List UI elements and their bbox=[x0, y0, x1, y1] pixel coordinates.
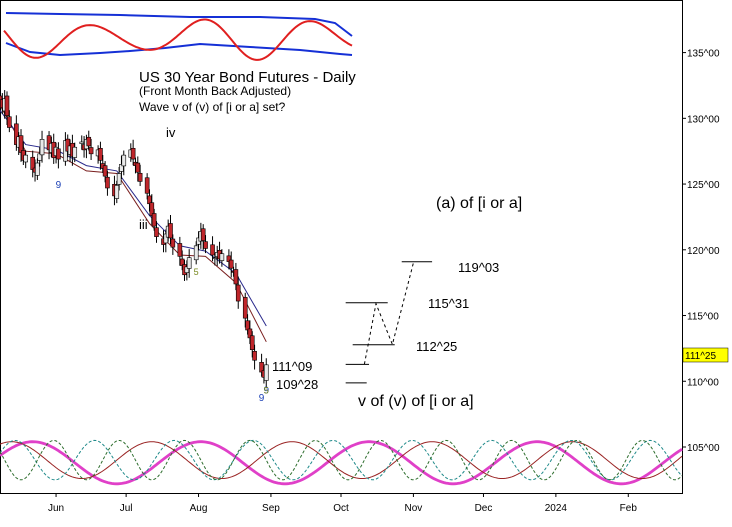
candle-body bbox=[98, 147, 103, 161]
target-levels bbox=[345, 261, 433, 384]
candle-body bbox=[177, 243, 183, 257]
candle-body bbox=[245, 320, 250, 331]
projection-path bbox=[363, 262, 414, 365]
candle-body bbox=[242, 297, 248, 319]
price-badge bbox=[682, 347, 729, 363]
upper-band-line bbox=[5, 12, 353, 37]
level-111-label: 111^09 bbox=[272, 359, 312, 374]
price-candles bbox=[0, 90, 269, 389]
candle-body bbox=[200, 228, 206, 241]
chart-subtitle: (Front Month Back Adjusted) bbox=[139, 84, 291, 98]
count-label: 5 bbox=[194, 267, 199, 277]
candle-body bbox=[114, 185, 120, 199]
level-119-label: 119^03 bbox=[458, 260, 499, 275]
candle-body bbox=[88, 147, 94, 155]
x-tick-label: Jun bbox=[48, 503, 64, 514]
level-115-label: 115^31 bbox=[428, 296, 469, 311]
count-label: 9 bbox=[56, 180, 62, 191]
wave-iv-label: iv bbox=[166, 125, 176, 140]
top-oscillator bbox=[3, 12, 353, 61]
count-label: 9 bbox=[259, 393, 265, 404]
candle-body bbox=[135, 162, 141, 173]
cycle-line bbox=[0, 440, 683, 486]
candle-body bbox=[105, 176, 110, 189]
cycle-line bbox=[0, 441, 683, 479]
candle-body bbox=[228, 259, 234, 269]
candle-body bbox=[212, 257, 218, 259]
candle-body bbox=[121, 154, 127, 167]
axis-ticks: 135^00 130^00 125^00 120^00 115^00 110^00 105^… bbox=[48, 49, 720, 514]
candle-body bbox=[219, 253, 225, 261]
x-tick-label: Aug bbox=[190, 503, 208, 514]
candle-body bbox=[168, 223, 173, 239]
candle-body bbox=[144, 177, 150, 194]
x-tick-label: Oct bbox=[333, 503, 349, 514]
y-tick-label: 110^00 bbox=[687, 377, 719, 388]
candle-body bbox=[137, 172, 143, 182]
candle-body bbox=[151, 213, 157, 227]
chart-question: Wave v of (v) of [i or a] set? bbox=[139, 100, 286, 114]
candle-body bbox=[79, 141, 85, 144]
x-tick-label: 2024 bbox=[545, 503, 568, 514]
chart-title: US 30 Year Bond Futures - Daily bbox=[139, 69, 356, 86]
candle-body bbox=[252, 350, 257, 361]
candle-body bbox=[203, 241, 208, 249]
x-tick-label: Feb bbox=[620, 503, 638, 514]
candle-body bbox=[102, 165, 108, 177]
candle-body bbox=[72, 146, 78, 158]
target-a-label: (a) of [i or a] bbox=[436, 195, 522, 212]
x-tick-label: Nov bbox=[405, 503, 423, 514]
wave-v-label: v of (v) of [i or a] bbox=[358, 393, 474, 410]
cycle-line bbox=[0, 439, 683, 481]
x-tick-label: Jul bbox=[120, 503, 133, 514]
candle-body bbox=[23, 154, 28, 163]
candle-body bbox=[193, 245, 199, 261]
candle-body bbox=[170, 238, 176, 248]
candle-body bbox=[263, 364, 269, 381]
level-109-label: 109^28 bbox=[276, 377, 318, 392]
chart-frame bbox=[0, 0, 683, 494]
candle-body bbox=[130, 147, 136, 160]
red-oscillator-line bbox=[3, 18, 353, 61]
candle-body bbox=[186, 257, 192, 269]
y-tick-label: 120^00 bbox=[687, 246, 720, 257]
level-112-label: 112^25 bbox=[416, 339, 457, 354]
count-label: 5 bbox=[264, 386, 269, 396]
candle-body bbox=[116, 173, 122, 185]
candle-body bbox=[154, 227, 159, 237]
cycle-overlay bbox=[0, 439, 683, 486]
y-tick-label: 115^00 bbox=[687, 312, 719, 323]
candle-body bbox=[210, 244, 215, 256]
candle-body bbox=[35, 162, 40, 176]
candle-body bbox=[39, 139, 45, 156]
candle-body bbox=[18, 135, 24, 153]
y-tick-label: 105^00 bbox=[687, 443, 720, 454]
candle-body bbox=[56, 148, 61, 160]
candle-body bbox=[235, 284, 241, 302]
y-tick-label: 135^00 bbox=[687, 49, 720, 60]
lower-band-line bbox=[5, 42, 353, 57]
candle-body bbox=[86, 136, 92, 147]
wave-iii-label: iii bbox=[139, 217, 148, 232]
candle-body bbox=[233, 269, 239, 285]
candle-body bbox=[4, 95, 10, 116]
y-tick-label: 130^00 bbox=[687, 114, 720, 125]
count-label: 9 bbox=[263, 386, 269, 397]
cycle-line bbox=[0, 439, 683, 481]
candle-body bbox=[249, 335, 255, 351]
y-tick-label: 125^00 bbox=[687, 180, 720, 191]
price-badge-text: 111^25 bbox=[685, 351, 716, 362]
candle-body bbox=[7, 116, 12, 128]
x-tick-label: Sep bbox=[262, 503, 280, 514]
x-tick-label: Dec bbox=[475, 503, 493, 514]
